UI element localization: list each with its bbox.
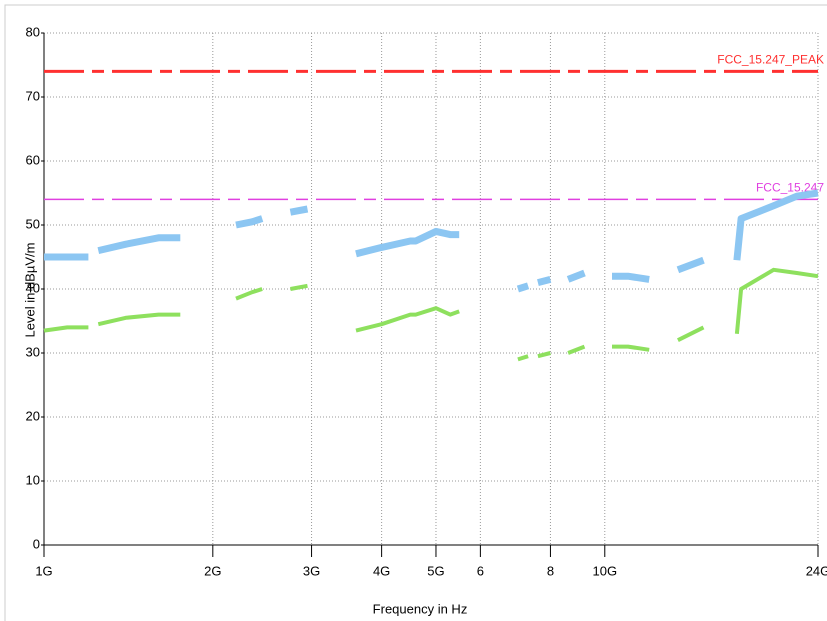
x-axis-label: Frequency in Hz bbox=[373, 601, 468, 616]
y-tick-label: 10 bbox=[26, 472, 40, 487]
x-tick-label: 4G bbox=[373, 563, 390, 578]
y-tick-label: 40 bbox=[26, 280, 40, 295]
y-tick-label: 0 bbox=[33, 536, 40, 551]
x-tick-label: 8 bbox=[547, 563, 554, 578]
y-tick-label: 80 bbox=[26, 24, 40, 39]
x-tick-label: 10G bbox=[592, 563, 617, 578]
y-axis-label: Level in dBµV/m bbox=[22, 243, 37, 338]
x-tick-label: 5G bbox=[427, 563, 444, 578]
frame bbox=[4, 4, 827, 621]
trace bbox=[44, 189, 819, 293]
x-tick-label: 1G bbox=[35, 563, 52, 578]
y-tick-label: 60 bbox=[26, 152, 40, 167]
x-tick-label: 3G bbox=[303, 563, 320, 578]
x-tick-label: 2G bbox=[204, 563, 221, 578]
limit-label: FCC_15.247 bbox=[756, 181, 824, 195]
x-tick-label: 24G bbox=[806, 563, 827, 578]
x-tick-label: 6 bbox=[477, 563, 484, 578]
limit-label: FCC_15.247_PEAK bbox=[717, 53, 824, 67]
y-tick-label: 70 bbox=[26, 88, 40, 103]
y-tick-label: 20 bbox=[26, 408, 40, 423]
y-tick-label: 30 bbox=[26, 344, 40, 359]
trace bbox=[43, 267, 819, 362]
y-tick-label: 50 bbox=[26, 216, 40, 231]
